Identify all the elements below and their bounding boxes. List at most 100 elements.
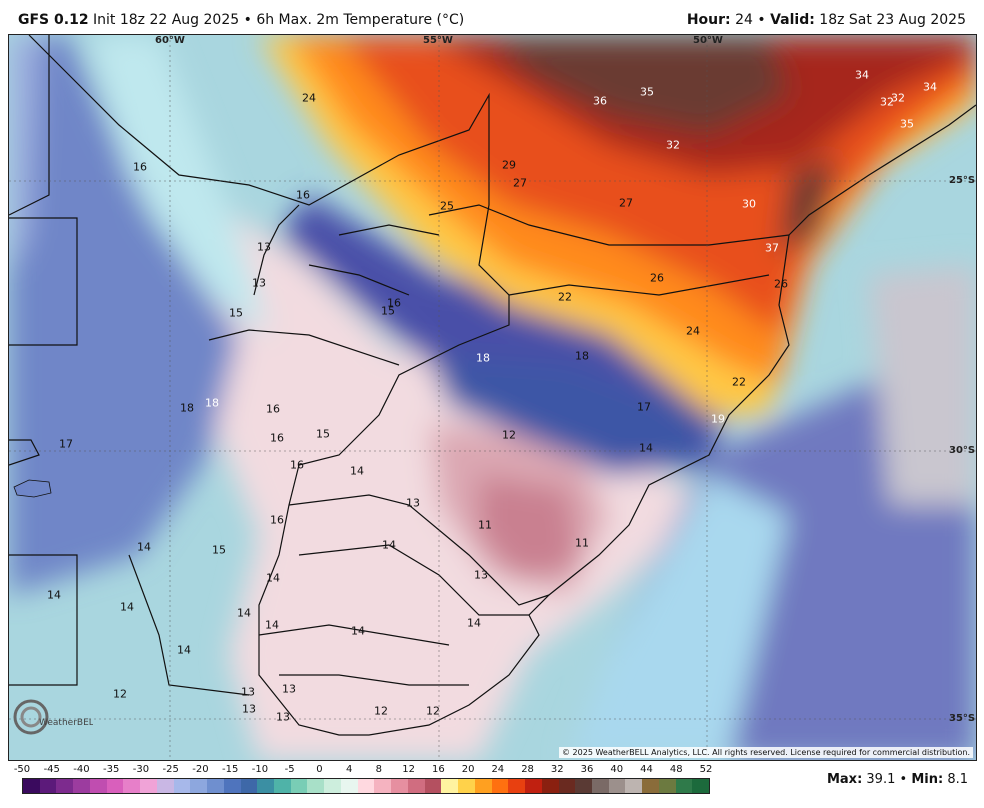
temperature-label: 16 — [133, 160, 147, 174]
temperature-label: 27 — [513, 176, 527, 190]
temperature-label: 14 — [266, 571, 280, 585]
colorbar-tick: 44 — [640, 764, 653, 775]
temperature-label: 27 — [619, 196, 633, 210]
colorbar-segment — [391, 779, 408, 793]
colorbar-segment — [458, 779, 475, 793]
colorbar-segment — [307, 779, 325, 793]
temperature-label: 12 — [502, 428, 516, 442]
colorbar-tick: 40 — [610, 764, 624, 775]
temperature-label: 13 — [474, 568, 488, 582]
temperature-label: 14 — [177, 643, 191, 657]
temperature-label: 25 — [440, 199, 454, 213]
colorbar-tick: 52 — [699, 764, 713, 775]
chart-title: GFS 0.12 Init 18z 22 Aug 2025 • 6h Max. … — [18, 12, 464, 28]
temperature-label: 16 — [270, 431, 284, 445]
temperature-label: 18 — [180, 401, 194, 415]
temperature-label: 19 — [711, 412, 725, 426]
temperature-label: 15 — [212, 543, 226, 557]
temperature-label: 30 — [742, 197, 756, 211]
colorbar-tick: 16 — [431, 764, 445, 775]
temperature-label: 24 — [686, 324, 700, 338]
temperature-label: 14 — [382, 538, 396, 552]
lat-25s-label: 25°S — [949, 175, 976, 186]
colorbar-tick: -40 — [73, 764, 90, 775]
temperature-label: 24 — [302, 91, 316, 105]
colorbar-segment — [491, 779, 509, 793]
valid-label: Valid — [770, 12, 810, 28]
colorbar-segment — [658, 779, 676, 793]
temperature-label: 15 — [229, 306, 243, 320]
valid-value: 18z Sat 23 Aug 2025 — [819, 12, 966, 28]
colorbar-segment — [407, 779, 425, 793]
temperature-label: 35 — [640, 85, 654, 99]
colorbar-tick: -10 — [251, 764, 269, 775]
colorbar-segment — [290, 779, 308, 793]
temperature-label: 18 — [476, 351, 490, 365]
temperature-label: 17 — [637, 400, 651, 414]
temperature-label: 18 — [575, 349, 589, 363]
colorbar-tick: 8 — [375, 764, 383, 775]
colorbar-segment — [156, 779, 174, 793]
colorbar-segment — [257, 779, 275, 793]
temperature-label: 22 — [558, 290, 572, 304]
colorbar-segment — [274, 779, 291, 793]
temperature-label: 16 — [387, 296, 401, 310]
temperature-label: 36 — [593, 94, 607, 108]
lat-35s-label: 35°S — [949, 713, 976, 724]
colorbar-segment — [508, 779, 526, 793]
colorbar-segment — [558, 779, 576, 793]
temperature-label: 14 — [639, 441, 653, 455]
colorbar-segment — [340, 779, 358, 793]
temperature-label: 34 — [855, 68, 869, 82]
min-label: Min — [911, 772, 938, 787]
temperature-label: 32 — [891, 91, 905, 105]
temperature-label: 29 — [502, 158, 516, 172]
colorbar-tick: -5 — [284, 764, 295, 775]
colorbar-segment — [441, 779, 459, 793]
init-time: Init 18z 22 Aug 2025 — [93, 12, 240, 28]
colorbar-segment — [357, 779, 375, 793]
colorbar-tick: 32 — [550, 764, 564, 775]
temperature-label: 37 — [765, 241, 779, 255]
colorbar-segment — [123, 779, 141, 793]
temperature-label: 16 — [266, 402, 280, 416]
colorbar-segment — [56, 779, 74, 793]
lon-50w-label: 50°W — [693, 35, 723, 46]
product-name: 6h Max. 2m Temperature (°C) — [256, 12, 465, 28]
temperature-label: 35 — [900, 117, 914, 131]
lat-30s-label: 30°S — [949, 445, 976, 456]
colorbar-segment — [140, 779, 157, 793]
temperature-label: 34 — [923, 80, 937, 94]
temperature-label: 11 — [575, 536, 589, 550]
temperature-label: 12 — [113, 687, 127, 701]
colorbar: -50 -45 -40 -35 -30 -25 -20 -15 -10 -5 0 4 8 12 16 20 24… — [8, 762, 728, 806]
model-name: GFS 0.12 — [18, 12, 89, 28]
colorbar-tick: 0 — [316, 764, 323, 775]
temperature-label: 13 — [282, 682, 296, 696]
colorbar-segment — [23, 779, 40, 793]
colorbar-segment — [591, 779, 609, 793]
colorbar-segment — [374, 779, 392, 793]
temperature-label: 18 — [205, 396, 219, 410]
temperature-label: 13 — [406, 496, 420, 510]
colorbar-segment — [525, 779, 542, 793]
temperature-label: 32 — [880, 95, 894, 109]
temperature-label: 14 — [137, 540, 151, 554]
logo-text: WeatherBELL — [39, 718, 93, 728]
temperature-label: 14 — [350, 464, 364, 478]
colorbar-segment — [675, 779, 693, 793]
hour-label: Hour — [686, 12, 726, 28]
colorbar-tick: 24 — [491, 764, 505, 775]
colorbar-gradient — [22, 778, 710, 794]
temperature-label: 13 — [252, 276, 266, 290]
colorbar-tick: -25 — [162, 764, 179, 775]
colorbar-segment — [642, 779, 659, 793]
temperature-label: 16 — [270, 513, 284, 527]
colorbar-tick: 28 — [521, 764, 534, 775]
temperature-label: 14 — [265, 618, 279, 632]
temperature-label: 11 — [478, 518, 492, 532]
colorbar-tick: 48 — [669, 764, 683, 775]
temperature-label: 12 — [374, 704, 388, 718]
temperature-label: 16 — [290, 458, 304, 472]
valid-time-header: Hour: 24 • Valid: 18z Sat 23 Aug 2025 — [686, 12, 966, 28]
